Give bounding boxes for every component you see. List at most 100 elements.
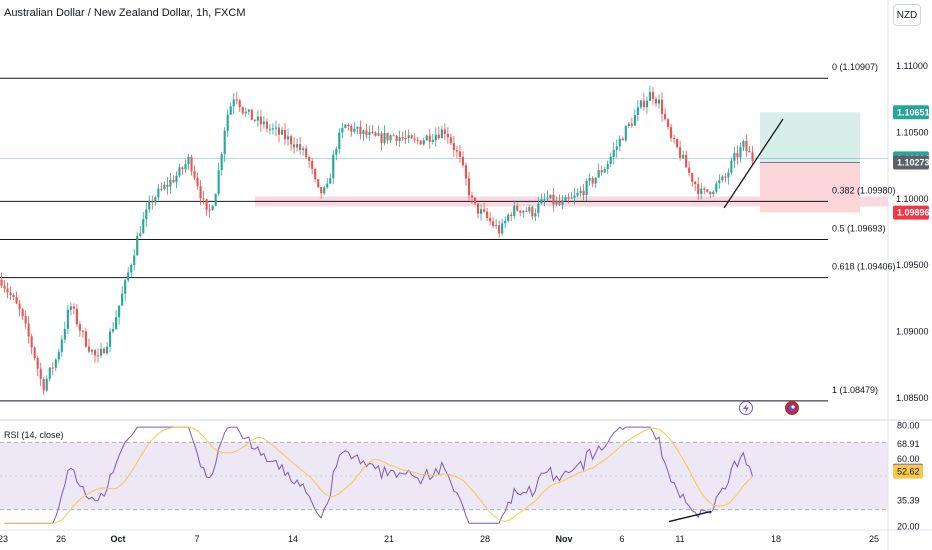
candle [124, 280, 127, 294]
candle [525, 210, 528, 212]
candle [657, 99, 661, 104]
candle [537, 203, 540, 214]
candle [413, 138, 416, 140]
candle [136, 235, 139, 256]
candle [682, 154, 685, 158]
candle [615, 146, 618, 150]
candle [742, 141, 745, 148]
rsi-band-label: 35.39 [897, 496, 920, 506]
lightning-icon[interactable] [739, 401, 753, 415]
candle [317, 179, 320, 188]
candle [666, 119, 670, 127]
candle [341, 128, 344, 133]
earnings-icon[interactable] [785, 401, 799, 415]
time-tick-label: 14 [288, 534, 298, 544]
candle [467, 178, 471, 196]
candle [380, 133, 383, 144]
candle [148, 201, 151, 210]
candle [691, 172, 694, 182]
candle [72, 306, 75, 309]
fib-level-label: 0.5 (1.09693) [832, 224, 886, 234]
candle [356, 126, 359, 129]
candle [359, 126, 362, 135]
candle [483, 209, 486, 212]
candle [109, 331, 112, 347]
candle [24, 316, 27, 324]
candle [115, 317, 118, 330]
candle [84, 331, 88, 347]
candle [75, 308, 78, 325]
candle [739, 147, 742, 158]
candle [392, 135, 395, 137]
fib-level-label: 0.382 (1.09980) [832, 185, 896, 195]
candle [69, 306, 72, 310]
candle [178, 167, 181, 176]
candle [81, 330, 84, 332]
rsi-ma-tag [893, 464, 923, 479]
candle [501, 223, 504, 234]
candle [220, 153, 223, 171]
candle [549, 194, 552, 199]
candle [106, 346, 109, 354]
candle [745, 141, 748, 151]
rsi-divergence-line [668, 510, 712, 523]
rsi-tick-label: 60.00 [897, 454, 920, 464]
candle [528, 206, 531, 212]
candle [208, 209, 211, 211]
candle [401, 137, 404, 139]
candle [591, 178, 594, 184]
price-tick-label: 1.11000 [896, 61, 928, 71]
candle [600, 170, 603, 173]
candle [612, 149, 615, 157]
price-tick-label: 1.08500 [896, 393, 929, 403]
time-tick-label: Oct [110, 534, 125, 544]
candle [244, 111, 247, 114]
candle [311, 160, 314, 169]
price-label-tag [893, 155, 929, 170]
candle [440, 129, 443, 139]
candle [54, 359, 57, 368]
candle [630, 123, 633, 126]
candle [39, 368, 42, 379]
candle [673, 138, 676, 140]
candle [259, 116, 262, 125]
candle [676, 138, 679, 148]
candle [645, 100, 648, 108]
candle [715, 183, 718, 192]
candle [302, 148, 305, 151]
candle [90, 349, 94, 352]
candle [338, 132, 341, 149]
candle [305, 148, 308, 158]
candle [172, 179, 175, 183]
candle [395, 135, 398, 141]
fib-level-label: 1 (1.08479) [832, 385, 878, 395]
candle [633, 115, 636, 126]
currency-button[interactable]: NZD [893, 4, 921, 26]
candle [160, 188, 163, 190]
candle [66, 309, 69, 329]
candle [663, 113, 667, 120]
candle [452, 142, 455, 151]
candle [256, 116, 259, 121]
candle [404, 138, 407, 140]
candle [398, 137, 401, 141]
candle [63, 328, 66, 340]
candle [700, 188, 703, 195]
time-tick-label: 11 [675, 534, 684, 544]
candle [709, 191, 712, 195]
candle [112, 329, 115, 332]
price-label-text: 1.09896 [897, 208, 930, 218]
candle [60, 339, 63, 352]
candle [648, 92, 652, 101]
candle [175, 175, 178, 183]
price-tick-label: 1.10000 [896, 194, 929, 204]
loss-zone [760, 162, 860, 213]
time-tick-label: 28 [480, 534, 490, 544]
candle [36, 357, 39, 369]
candle [48, 367, 51, 379]
time-tick-label: 23 [0, 534, 8, 544]
candle [214, 194, 217, 206]
candle [78, 324, 81, 331]
candle [461, 156, 465, 166]
candle [87, 346, 91, 352]
